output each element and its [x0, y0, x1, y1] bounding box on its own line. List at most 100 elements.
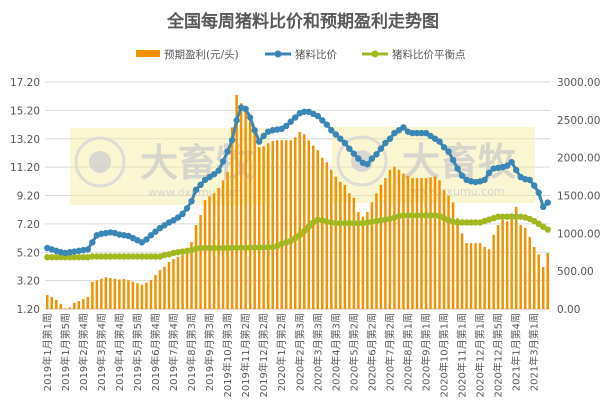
left-axis-tick-label: 11.20	[10, 162, 40, 174]
bar-profit	[46, 295, 49, 309]
left-axis-tick-label: 15.20	[10, 105, 40, 117]
point-breakeven	[206, 244, 213, 252]
point-ratio	[454, 165, 461, 172]
bar-profit	[50, 296, 54, 309]
bar-profit	[118, 279, 121, 309]
bar-profit	[397, 169, 401, 309]
bar-profit	[321, 157, 324, 309]
point-breakeven	[418, 212, 425, 219]
right-axis-tick-label: 2000.00	[557, 153, 600, 165]
point-breakeven	[44, 254, 51, 261]
point-ratio	[210, 171, 218, 178]
right-axis-tick-label: 0.00	[557, 304, 580, 316]
point-breakeven	[350, 219, 358, 227]
left-axis-tick-label: 13.20	[10, 134, 40, 146]
point-breakeven	[147, 253, 155, 260]
point-ratio	[458, 172, 466, 179]
point-ratio	[332, 131, 340, 138]
point-breakeven	[120, 253, 128, 260]
bar-profit	[95, 280, 99, 309]
point-ratio	[188, 197, 195, 205]
bar-profit	[465, 243, 468, 309]
point-ratio	[440, 144, 448, 151]
bar-profit	[537, 254, 540, 309]
bar-profit	[208, 196, 211, 309]
point-breakeven	[80, 254, 87, 261]
bar-profit	[284, 140, 288, 309]
x-axis-tick-label: 2019年3月第4周	[95, 313, 108, 391]
x-axis-tick-label: 2019年12月第2周	[257, 313, 270, 398]
bar-profit	[343, 184, 347, 309]
point-breakeven	[508, 213, 515, 220]
bar-profit	[352, 197, 356, 309]
x-axis-tick-label: 2019年2月第4周	[77, 313, 90, 391]
bar-profit	[442, 190, 446, 309]
point-breakeven	[337, 219, 344, 227]
point-breakeven	[107, 253, 114, 260]
bar-profit	[546, 253, 549, 309]
bar-profit	[393, 166, 396, 309]
point-breakeven	[296, 232, 303, 239]
point-ratio	[323, 121, 331, 128]
point-ratio	[197, 181, 204, 189]
bar-profit	[230, 127, 234, 310]
bar-profit	[226, 172, 229, 309]
legend-marker-ratio	[274, 50, 282, 58]
bar-profit	[271, 141, 274, 309]
bar-profit	[163, 266, 166, 309]
bar-profit	[136, 283, 139, 309]
bar-profit	[420, 178, 423, 309]
point-ratio	[246, 114, 254, 121]
watermark-logo-icon	[74, 136, 126, 188]
legend-marker-breakeven	[371, 50, 379, 58]
point-ratio	[228, 136, 236, 144]
point-breakeven	[251, 244, 258, 251]
bar-profit	[528, 237, 531, 309]
point-breakeven	[409, 212, 416, 219]
bar-profit	[275, 140, 279, 309]
point-ratio	[418, 129, 425, 137]
bar-profit	[510, 213, 513, 309]
point-ratio	[364, 161, 371, 168]
bar-profit	[244, 109, 247, 309]
point-breakeven	[427, 212, 434, 219]
point-breakeven	[125, 253, 132, 260]
point-ratio	[355, 155, 362, 162]
bar-profit	[348, 193, 351, 309]
point-breakeven	[138, 253, 146, 260]
point-ratio	[413, 129, 421, 137]
x-axis-tick-label: 2019年8月第3周	[185, 313, 198, 391]
bar-profit	[334, 176, 338, 309]
bar-profit	[519, 225, 522, 309]
x-axis-tick-label: 2020年11月第1周	[456, 313, 469, 398]
x-axis-tick-label: 2019年1月第1周	[41, 313, 54, 391]
point-breakeven	[255, 244, 263, 251]
bar-profit	[73, 302, 76, 309]
x-axis-tick-label: 2019年10月第3周	[221, 313, 234, 398]
point-breakeven	[98, 253, 105, 260]
right-axis-tick-label: 1500.00	[557, 191, 600, 203]
point-ratio	[503, 162, 511, 169]
bar-profit	[447, 195, 450, 309]
point-ratio	[89, 239, 96, 246]
bar-profit	[357, 212, 360, 309]
point-ratio	[233, 117, 240, 124]
point-breakeven	[66, 254, 73, 261]
point-ratio	[143, 236, 150, 243]
point-ratio	[377, 145, 385, 152]
point-breakeven	[215, 244, 222, 252]
legend-label-ratio: 猪料比价	[295, 48, 337, 61]
bar-profit	[406, 175, 410, 309]
bar-profit	[203, 200, 207, 309]
point-breakeven	[210, 244, 218, 252]
bar-profit	[221, 180, 225, 309]
bar-profit	[59, 304, 63, 309]
right-axis-tick-label: 2500.00	[557, 115, 600, 127]
point-ratio	[84, 246, 92, 253]
bar-profit	[122, 279, 126, 309]
point-breakeven	[102, 253, 110, 260]
point-breakeven	[246, 244, 254, 251]
point-breakeven	[233, 244, 240, 251]
bar-profit	[474, 243, 477, 309]
